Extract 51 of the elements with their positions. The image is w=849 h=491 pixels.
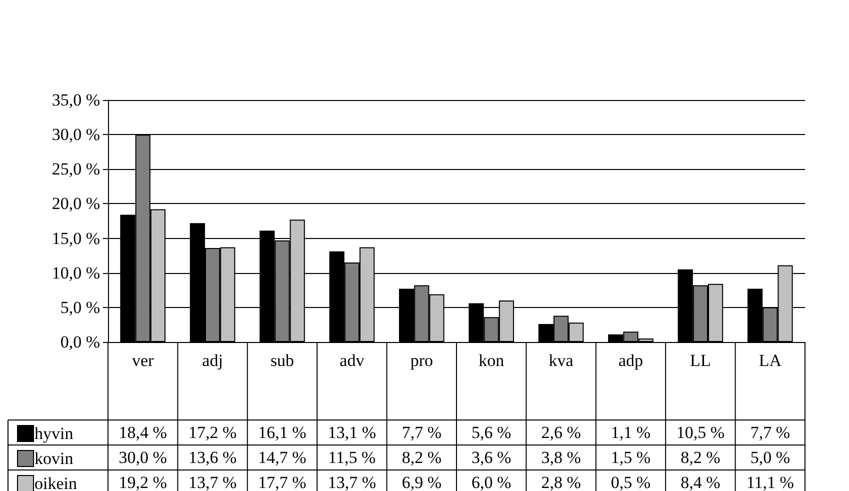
data-label: 13,1 % xyxy=(328,423,376,442)
x-tick-label: LA xyxy=(758,351,782,370)
data-label: 7,7 % xyxy=(402,423,442,442)
y-tick-label: 30,0 % xyxy=(52,125,100,144)
data-label: 2,6 % xyxy=(541,423,581,442)
x-tick-label: LL xyxy=(690,351,711,370)
data-label: 13,7 % xyxy=(188,473,237,491)
data-label: 8,4 % xyxy=(680,473,720,491)
data-label: 17,2 % xyxy=(188,423,237,442)
x-tick-label: sub xyxy=(270,351,294,370)
data-label: 30,0 % xyxy=(118,448,167,467)
data-label: 0,5 % xyxy=(610,473,651,491)
x-tick-label: adp xyxy=(618,351,644,370)
y-tick-label: 20,0 % xyxy=(52,194,100,214)
data-label: 11,5 % xyxy=(328,448,376,467)
data-label: 8,2 % xyxy=(680,448,720,467)
data-label: 1,1 % xyxy=(610,423,651,442)
y-tick-label: 5,0 % xyxy=(60,298,100,317)
legend-label: oikein xyxy=(34,474,78,491)
legend-label: hyvin xyxy=(34,424,74,443)
data-label: 1,5 % xyxy=(610,448,651,467)
data-label: 8,2 % xyxy=(402,448,442,467)
data-label: 14,7 % xyxy=(258,448,306,467)
data-label: 5,6 % xyxy=(472,423,512,442)
data-label: 3,8 % xyxy=(541,448,581,467)
y-tick-label: 15,0 % xyxy=(52,228,100,248)
data-label: 6,0 % xyxy=(472,473,512,491)
x-tick-label: adv xyxy=(340,351,365,370)
data-label: 13,6 % xyxy=(188,448,237,467)
data-label: 16,1 % xyxy=(258,423,306,442)
data-label: 2,8 % xyxy=(541,473,581,491)
data-label: 11,1 % xyxy=(746,473,794,491)
x-tick-label: kon xyxy=(478,351,505,370)
y-tick-label: 35,0 % xyxy=(52,90,100,110)
data-label: 3,6 % xyxy=(472,448,512,467)
y-tick-label: 25,0 % xyxy=(52,160,100,179)
x-tick-label: adj xyxy=(202,351,223,370)
legend-label: kovin xyxy=(34,449,74,468)
data-label: 17,7 % xyxy=(258,473,306,491)
x-tick-label: pro xyxy=(410,351,433,370)
data-label: 5,0 % xyxy=(750,448,790,467)
data-label: 19,2 % xyxy=(118,473,167,491)
x-tick-label: kva xyxy=(548,351,574,370)
x-tick-label: ver xyxy=(132,351,154,370)
data-label: 13,7 % xyxy=(328,473,376,491)
data-label: 6,9 % xyxy=(402,473,442,491)
data-label: 10,5 % xyxy=(676,423,725,442)
data-label: 7,7 % xyxy=(750,423,790,442)
y-tick-label: 0,0 % xyxy=(60,332,100,352)
y-tick-label: 10,0 % xyxy=(52,263,100,282)
data-label: 18,4 % xyxy=(118,423,167,442)
